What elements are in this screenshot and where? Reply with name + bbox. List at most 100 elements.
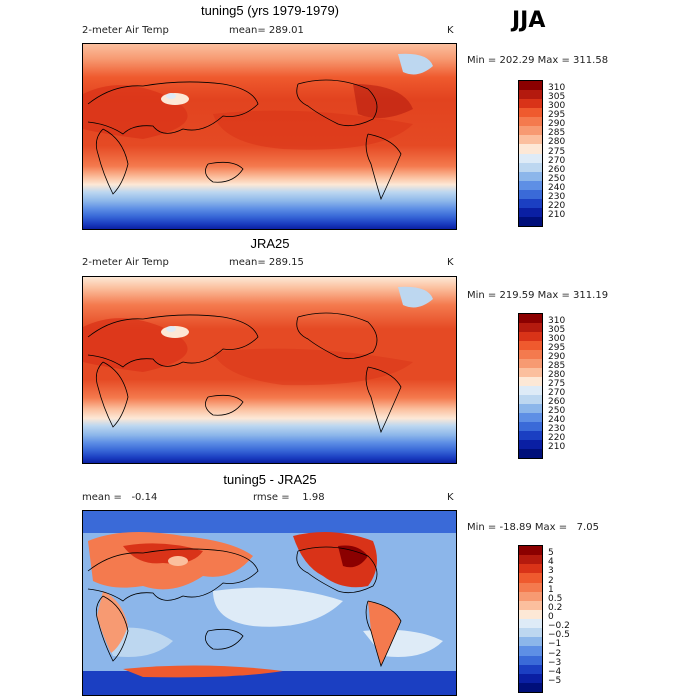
colorbar-swatch: [519, 637, 542, 647]
colorbar-tick-label: 310: [548, 316, 566, 326]
colorbar-swatch: [519, 350, 542, 359]
colorbar-swatch: [519, 682, 542, 692]
colorbar-swatch: [519, 600, 542, 610]
min-max-label: Min = 202.29 Max = 311.58: [467, 55, 609, 66]
colorbar-swatch: [519, 404, 542, 413]
colorbar-reanalysis: [518, 313, 543, 459]
colorbar-tick-label: 275: [548, 379, 566, 389]
colorbar-swatch: [519, 99, 542, 109]
colorbar-tick-label: 295: [548, 343, 566, 353]
colorbar-tick-label: 0: [548, 612, 554, 622]
colorbar-swatch: [519, 162, 542, 172]
colorbar-swatch: [519, 395, 542, 404]
colorbar-tick-label: 285: [548, 361, 566, 371]
colorbar-tick-label: 5: [548, 548, 554, 559]
colorbar-swatch: [519, 413, 542, 422]
colorbar-labels-model: 310 305 300 295 290 285 280 275 270 260 250 240 230 2…: [548, 80, 588, 225]
colorbar-swatch: [519, 153, 542, 163]
season-title: JJA: [512, 8, 546, 33]
colorbar-tick-label: 290: [548, 352, 566, 362]
map-panel-model: [82, 43, 457, 230]
colorbar-tick-label: 270: [548, 155, 566, 166]
colorbar-tick-label: −5: [548, 675, 562, 686]
colorbar-swatch: [519, 180, 542, 190]
variable-label: 2-meter Air Temp: [82, 25, 169, 36]
colorbar-tick-label: 0.5: [548, 593, 563, 604]
colorbar-swatch: [519, 431, 542, 440]
colorbar-model: [518, 80, 543, 227]
colorbar-tick-label: 240: [548, 182, 566, 193]
colorbar-swatch: [519, 108, 542, 118]
units-label: K: [447, 257, 454, 268]
colorbar-swatch: [519, 90, 542, 100]
colorbar-tick-label: 305: [548, 92, 566, 103]
colorbar-swatch: [519, 126, 542, 136]
colorbar-tick-label: 210: [548, 209, 566, 220]
colorbar-swatch: [519, 564, 542, 574]
colorbar-tick-label: −0.2: [548, 621, 570, 632]
colorbar-tick-label: 250: [548, 173, 566, 184]
mean-label: mean= 289.01: [229, 25, 304, 36]
units-label: K: [447, 492, 454, 503]
colorbar-swatch: [519, 332, 542, 341]
colorbar-swatch: [519, 323, 542, 332]
variable-label: 2-meter Air Temp: [82, 257, 169, 268]
colorbar-swatch: [519, 619, 542, 629]
colorbar-labels-reanalysis: 310 305 300 295 290 285 280 275 270 260 250 240 230 2…: [548, 313, 588, 457]
colorbar-tick-label: −2: [548, 648, 562, 659]
min-max-label: Min = 219.59 Max = 311.19: [467, 290, 609, 301]
colorbar-swatch: [519, 81, 542, 91]
colorbar-tick-label: 300: [548, 334, 566, 344]
colorbar-swatch: [519, 449, 542, 458]
colorbar-swatch: [519, 198, 542, 208]
colorbar-tick-label: 280: [548, 137, 566, 148]
colorbar-swatch: [519, 207, 542, 217]
colorbar-tick-label: 4: [548, 557, 554, 568]
colorbar-tick-label: −0.5: [548, 630, 570, 641]
colorbar-swatch: [519, 144, 542, 154]
colorbar-tick-label: 230: [548, 191, 566, 202]
map-panel-reanalysis: [82, 276, 457, 464]
colorbar-tick-label: 290: [548, 119, 566, 130]
colorbar-swatch: [519, 440, 542, 449]
colorbar-tick-label: 210: [548, 442, 566, 452]
colorbar-tick-label: 3: [548, 566, 554, 577]
colorbar-tick-label: −1: [548, 639, 562, 650]
temperature-field-map: [83, 277, 456, 463]
colorbar-swatch: [519, 646, 542, 656]
difference-field-map: [83, 511, 456, 695]
colorbar-tick-label: 300: [548, 101, 566, 112]
panel-title: tuning5 - JRA25: [223, 472, 317, 487]
colorbar-tick-label: 260: [548, 397, 566, 407]
colorbar-tick-label: 250: [548, 406, 566, 416]
mean-label: mean= 289.15: [229, 257, 304, 268]
colorbar-tick-label: 230: [548, 424, 566, 434]
colorbar-swatch: [519, 609, 542, 619]
colorbar-swatch: [519, 377, 542, 386]
colorbar-swatch: [519, 216, 542, 226]
colorbar-swatch: [519, 673, 542, 683]
colorbar-tick-label: 275: [548, 146, 566, 157]
colorbar-tick-label: 295: [548, 110, 566, 121]
colorbar-labels-difference: 5 4 3 2 1 0.5 0.2 0 −0.2 −0.5 −1 −2 −3 −4 −5: [548, 545, 588, 691]
colorbar-swatch: [519, 386, 542, 395]
colorbar-tick-label: 260: [548, 164, 566, 175]
colorbar-tick-label: 1: [548, 584, 554, 595]
colorbar-swatch: [519, 359, 542, 368]
colorbar-swatch: [519, 171, 542, 181]
colorbar-swatch: [519, 117, 542, 127]
colorbar-swatch: [519, 368, 542, 377]
colorbar-swatch: [519, 628, 542, 638]
colorbar-tick-label: 285: [548, 128, 566, 139]
rmse-label: rmse = 1.98: [253, 492, 325, 503]
colorbar-swatch: [519, 546, 542, 556]
colorbar-swatch: [519, 591, 542, 601]
units-label: K: [447, 25, 454, 36]
colorbar-tick-label: 280: [548, 370, 566, 380]
colorbar-tick-label: 305: [548, 325, 566, 335]
temperature-field-map: [83, 44, 456, 229]
colorbar-swatch: [519, 573, 542, 583]
colorbar-tick-label: 0.2: [548, 602, 563, 613]
colorbar-tick-label: 310: [548, 83, 566, 94]
colorbar-swatch: [519, 135, 542, 145]
